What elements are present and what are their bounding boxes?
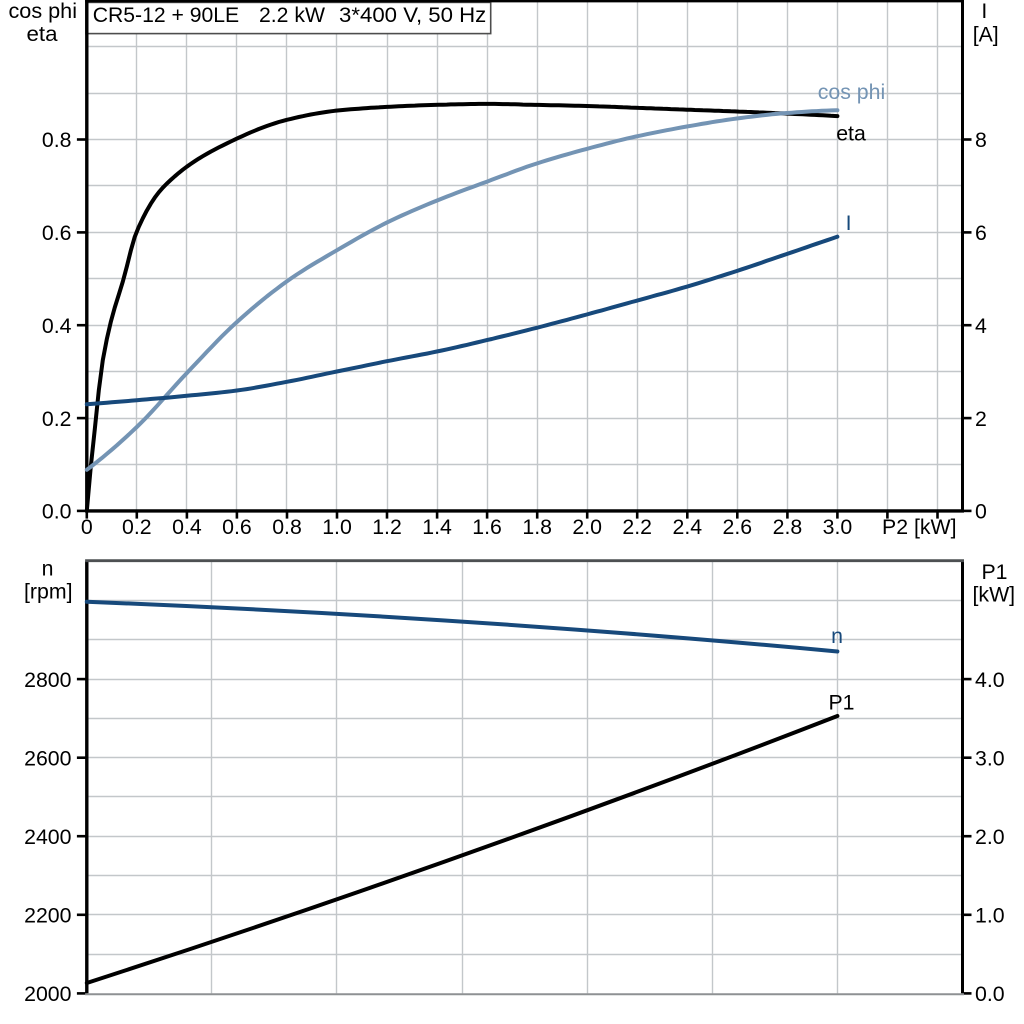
svg-text:3.0: 3.0 (823, 515, 853, 539)
svg-text:1.6: 1.6 (472, 515, 502, 539)
svg-text:cos phi: cos phi (818, 80, 885, 104)
svg-text:0: 0 (975, 500, 987, 524)
svg-text:0.8: 0.8 (42, 128, 72, 152)
svg-text:P1: P1 (981, 560, 1007, 584)
svg-text:I: I (846, 211, 852, 235)
svg-text:1.0: 1.0 (322, 515, 352, 539)
svg-text:I: I (981, 0, 987, 23)
svg-text:0.6: 0.6 (222, 515, 252, 539)
svg-text:8: 8 (975, 128, 987, 152)
svg-text:2: 2 (975, 407, 987, 431)
svg-text:0.6: 0.6 (42, 221, 72, 245)
svg-text:2.8: 2.8 (773, 515, 803, 539)
svg-text:[A]: [A] (973, 22, 999, 46)
svg-text:1.0: 1.0 (975, 904, 1005, 928)
svg-text:eta: eta (27, 22, 58, 46)
svg-text:0.2: 0.2 (42, 407, 72, 431)
svg-text:2.0: 2.0 (975, 825, 1005, 849)
svg-text:2400: 2400 (24, 825, 72, 849)
svg-text:0.0: 0.0 (975, 982, 1005, 1006)
svg-text:0.4: 0.4 (172, 515, 202, 539)
svg-text:4: 4 (975, 314, 987, 338)
svg-text:[rpm]: [rpm] (24, 579, 73, 603)
svg-text:0.0: 0.0 (42, 500, 72, 524)
svg-text:1.4: 1.4 (422, 515, 452, 539)
svg-text:n: n (42, 557, 54, 581)
svg-text:2.4: 2.4 (672, 515, 702, 539)
svg-text:6: 6 (975, 221, 987, 245)
svg-text:2000: 2000 (24, 982, 72, 1006)
svg-text:2.6: 2.6 (722, 515, 752, 539)
svg-text:CR5-12 + 90LE: CR5-12 + 90LE (93, 3, 240, 27)
svg-text:1.2: 1.2 (372, 515, 402, 539)
svg-text:[kW]: [kW] (973, 583, 1016, 607)
svg-text:0.8: 0.8 (272, 515, 302, 539)
svg-text:2200: 2200 (24, 904, 72, 928)
svg-text:eta: eta (836, 122, 866, 146)
svg-text:2600: 2600 (24, 746, 72, 770)
svg-text:2800: 2800 (24, 668, 72, 692)
svg-text:3.0: 3.0 (975, 746, 1005, 770)
svg-text:0: 0 (81, 515, 93, 539)
svg-text:P1: P1 (828, 690, 854, 714)
svg-text:0.4: 0.4 (42, 314, 72, 338)
svg-text:n: n (831, 624, 843, 648)
svg-text:4.0: 4.0 (975, 668, 1005, 692)
svg-text:3*400 V, 50 Hz: 3*400 V, 50 Hz (339, 3, 486, 27)
svg-text:2.2 kW: 2.2 kW (259, 3, 326, 27)
svg-text:1.8: 1.8 (522, 515, 552, 539)
svg-text:2.2: 2.2 (622, 515, 652, 539)
svg-text:0.2: 0.2 (122, 515, 152, 539)
svg-text:P2 [kW]: P2 [kW] (882, 515, 957, 539)
svg-text:2.0: 2.0 (572, 515, 602, 539)
svg-text:cos phi: cos phi (9, 0, 78, 23)
